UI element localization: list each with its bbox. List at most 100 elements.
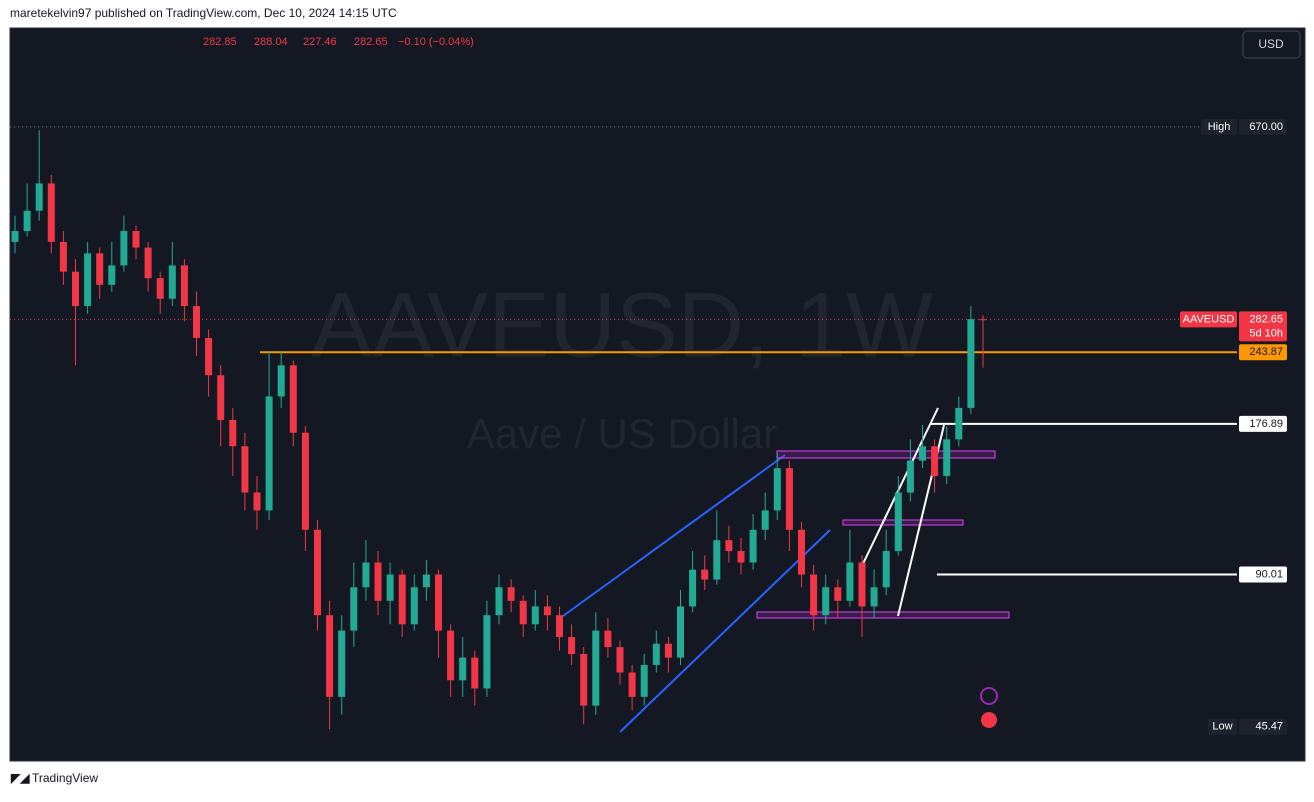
trend-line [859,407,939,571]
candle-body [967,319,975,408]
candle-body [132,231,140,248]
candle-body [229,419,237,447]
currency-button[interactable] [1242,30,1301,59]
price-label-box [1239,344,1287,361]
brand: TradingView [32,771,98,785]
watermark-subtitle: Aave / US Dollar [467,410,777,457]
candle-body [701,569,709,580]
candle-body [943,439,951,477]
candle-body [543,606,551,616]
price-label-name-box [1208,718,1237,735]
candle-body [23,210,31,232]
currency: USD [1258,37,1284,51]
price-label: 90.01 [1255,568,1283,580]
price-label: 670.00 [1249,121,1283,133]
candle-body [979,319,987,321]
price-label: 45.47 [1255,721,1283,733]
event-icon[interactable] [980,687,998,705]
candle-body [59,241,67,272]
candle-body [84,253,92,307]
price-label-box [1239,415,1287,432]
candle-body [72,271,79,307]
candle-body [156,278,164,299]
candle-body [168,265,176,299]
candle-body [410,587,418,625]
candle-body [713,540,721,580]
price-label-name-box [1201,118,1237,135]
candle-body [955,407,963,440]
chart-area [9,27,1306,762]
candle-body [531,606,539,625]
candle-body [422,574,430,588]
candle-body [483,615,491,689]
candle-body [725,540,733,552]
candle-body [858,562,866,607]
candle-body [798,529,805,575]
price-label-box [1239,311,1287,342]
candle-body [640,664,648,697]
candle-body [241,446,249,493]
ohlc-low: 227.46 [303,36,337,48]
candle-body [761,510,769,530]
publish-info: maretekelvin97 published on TradingView.… [10,6,397,20]
candle-body [301,432,309,530]
channel-line [562,454,786,617]
candle-body [773,468,781,511]
zone [842,519,964,526]
candle-body [253,492,261,511]
price-label-name: Low [1212,721,1232,733]
event-icon[interactable] [981,712,997,728]
candle-body [350,587,358,631]
candle-body [616,647,624,673]
candle-body [822,587,830,616]
price-label-box [1239,718,1287,735]
candle-body [193,306,200,338]
candle-body [652,643,660,665]
price-label: 243.87 [1249,346,1283,358]
candle-body [96,253,104,285]
candle-body [906,460,914,493]
ohlc-high: 288.04 [254,36,288,48]
price-label-name-box [1180,311,1237,328]
candle-body [580,654,588,706]
zone [756,611,1010,619]
candle-body [217,375,225,420]
candle-body [519,600,527,625]
candle-body [689,569,697,607]
price-label: 282.65 [1249,313,1283,325]
candle-body [507,587,515,601]
candle-body [919,446,926,461]
candle-body [386,574,394,601]
candle-body [120,231,128,266]
candle-body [604,630,612,648]
candle-body [435,574,442,631]
candle-body [144,247,152,279]
price-label-name: AAVEUSD [1183,313,1235,325]
candle-body [664,643,672,658]
ohlc-close: 282.65 [354,36,388,48]
candle-body [108,265,116,285]
watermark-title: AAVEUSD, 1W [311,274,933,376]
ohlc-open: 282.85 [203,36,237,48]
candle-body [459,657,467,681]
candle-body [568,637,576,655]
candle-body [205,337,213,376]
candle-body [834,587,842,601]
candle-body [846,562,854,601]
candle-body [810,574,818,616]
candle-body [277,365,285,397]
zone [776,450,996,459]
plot: 670.00 High 282.65 5d 10h AAVEUSD 243.87 176.8… [10,118,1287,735]
candle-body [398,574,406,625]
price-label: 176.89 [1249,418,1283,430]
candle-body [338,630,346,697]
ohlc-change: −0.10 (−0.04%) [398,36,474,48]
candle-body [314,529,321,616]
candle-body [180,265,188,307]
ohlc-legend: 282.85 288.04 227.46 282.65 −0.10 (−0.04… [203,36,474,48]
candle-body [628,672,636,697]
candle-body [737,551,745,563]
candle-body [374,562,382,601]
candle-body [894,492,902,552]
